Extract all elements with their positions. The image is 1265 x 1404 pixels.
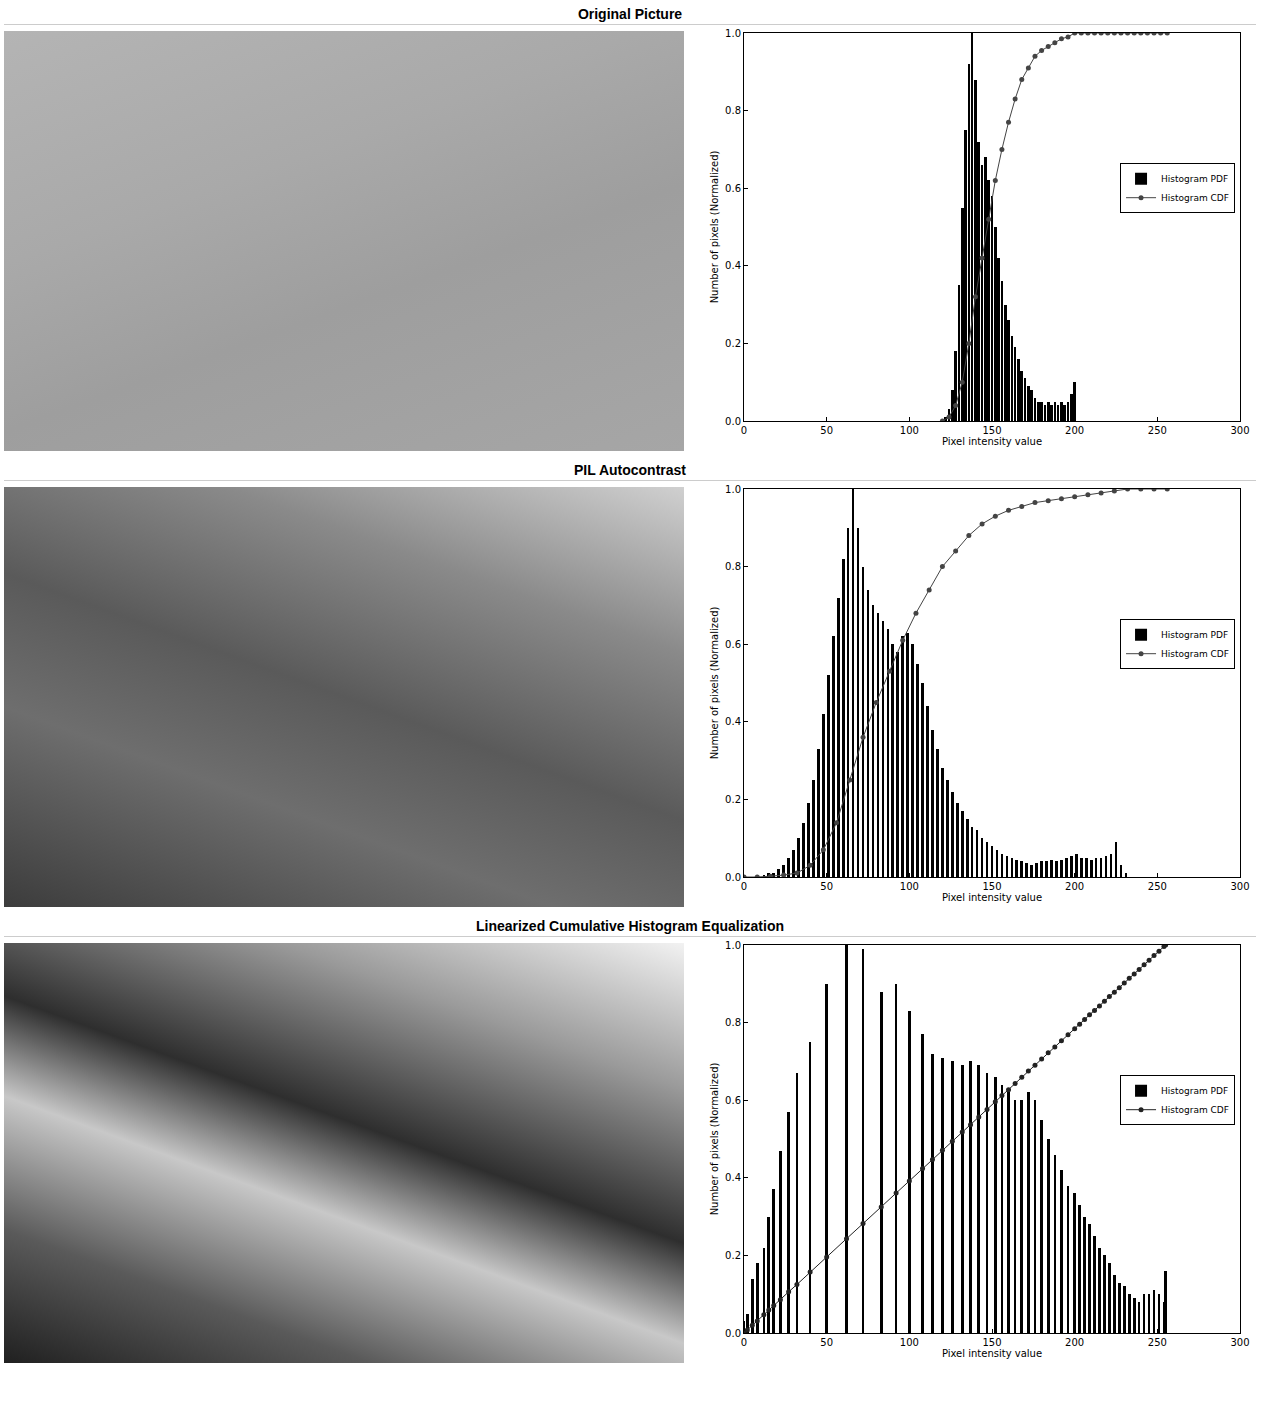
html-text:Original Picture: Original Picture [577,6,683,22]
svg-text:Histogram PDF: Histogram PDF [1161,174,1228,184]
svg-text:0.0: 0.0 [725,872,741,883]
svg-text:Histogram CDF: Histogram CDF [1161,1105,1229,1115]
svg-text:50: 50 [820,1337,833,1348]
svg-text:0.8: 0.8 [725,1017,741,1028]
svg-text:250: 250 [1148,1337,1167,1348]
svg-text:0.2: 0.2 [725,794,741,805]
svg-text:1.0: 1.0 [725,484,741,495]
svg-text:0.6: 0.6 [725,183,741,194]
svg-text:300: 300 [1230,881,1249,892]
svg-text:100: 100 [900,881,919,892]
svg-text:0: 0 [741,881,747,892]
svg-text:200: 200 [1065,881,1084,892]
svg-text:0.2: 0.2 [725,1250,741,1261]
svg-text:50: 50 [820,425,833,436]
svg-text:0.6: 0.6 [725,639,741,650]
svg-text:Pixel intensity value: Pixel intensity value [942,436,1042,447]
svg-text:0.4: 0.4 [725,716,741,727]
svg-text:Number of pixels (Normalized): Number of pixels (Normalized) [709,151,720,304]
svg-text:Histogram PDF: Histogram PDF [1161,1086,1228,1096]
svg-text:0.6: 0.6 [725,1095,741,1106]
svg-text:0: 0 [741,425,747,436]
svg-text:200: 200 [1065,425,1084,436]
svg-text:100: 100 [900,425,919,436]
svg-text:Number of pixels (Normalized): Number of pixels (Normalized) [709,607,720,760]
svg-text:Pixel intensity value: Pixel intensity value [942,892,1042,903]
svg-text:200: 200 [1065,1337,1084,1348]
svg-text:Histogram CDF: Histogram CDF [1161,649,1229,659]
svg-text:0.4: 0.4 [725,1172,741,1183]
svg-text:0.2: 0.2 [725,338,741,349]
svg-text:Histogram PDF: Histogram PDF [1161,630,1228,640]
html-text:PIL Autocontrast: PIL Autocontrast [574,462,686,478]
svg-text:50: 50 [820,881,833,892]
svg-text:150: 150 [982,881,1001,892]
svg-text:1.0: 1.0 [725,28,741,39]
svg-text:Number of pixels (Normalized): Number of pixels (Normalized) [709,1063,720,1216]
svg-text:0: 0 [741,1337,747,1348]
svg-text:150: 150 [982,425,1001,436]
svg-text:250: 250 [1148,425,1167,436]
svg-text:0.0: 0.0 [725,1328,741,1339]
svg-text:0.4: 0.4 [725,260,741,271]
svg-text:Histogram CDF: Histogram CDF [1161,193,1229,203]
svg-text:0.8: 0.8 [725,561,741,572]
svg-text:1.0: 1.0 [725,940,741,951]
svg-text:100: 100 [900,1337,919,1348]
svg-text:0.8: 0.8 [725,105,741,116]
svg-text:Pixel intensity value: Pixel intensity value [942,1348,1042,1359]
html-text:Linearized Cumulative Histogra: Linearized Cumulative Histogram Equaliza… [476,918,784,934]
svg-text:300: 300 [1230,425,1249,436]
svg-text:150: 150 [982,1337,1001,1348]
svg-text:300: 300 [1230,1337,1249,1348]
svg-text:250: 250 [1148,881,1167,892]
svg-text:0.0: 0.0 [725,416,741,427]
